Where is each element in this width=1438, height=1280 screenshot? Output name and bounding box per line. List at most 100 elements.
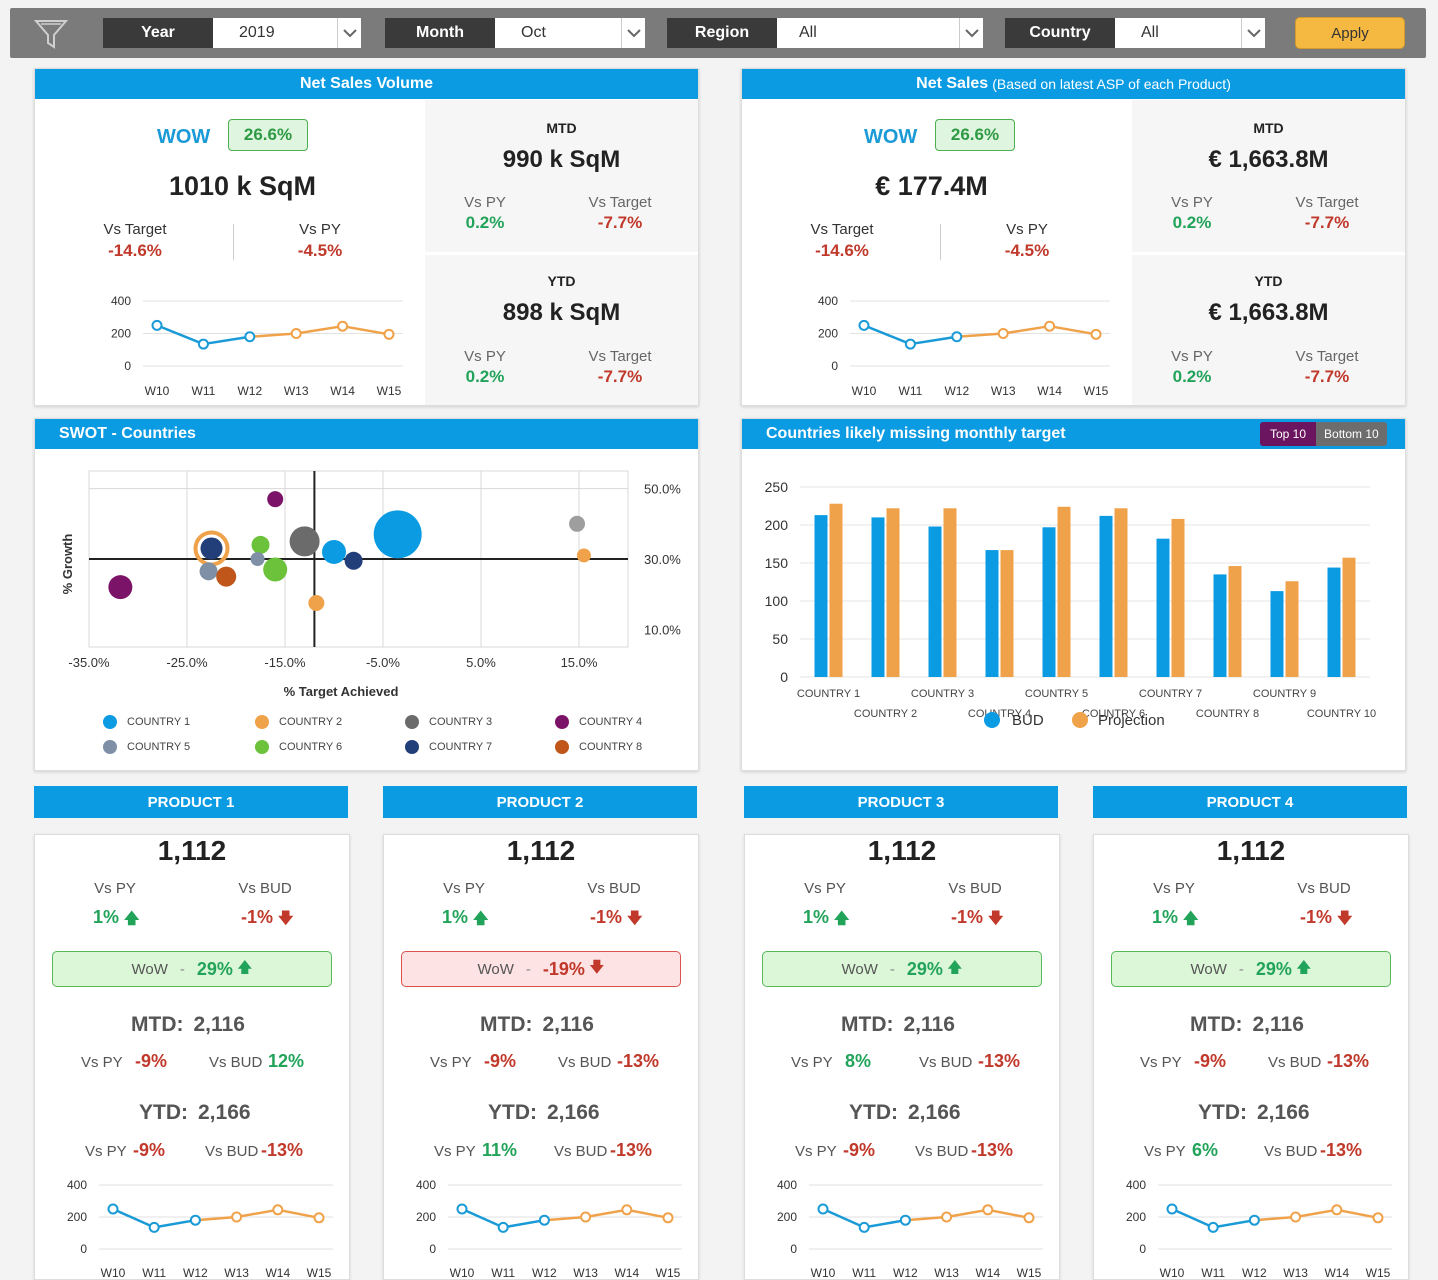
legend-label-projection: Projection xyxy=(1098,712,1165,729)
country-select[interactable]: All xyxy=(1115,18,1265,48)
mtd-vs-py-label: Vs PY xyxy=(81,1054,123,1071)
legend-item: COUNTRY 2 xyxy=(255,715,342,729)
ytd-vs-bud-value: -13% xyxy=(1320,1140,1363,1160)
mtd-value: 2,116 xyxy=(903,1013,955,1036)
top-bottom-toggle: Top 10 Bottom 10 xyxy=(1260,422,1387,446)
top-10-button[interactable]: Top 10 xyxy=(1260,422,1317,446)
x-tick-label: W12 xyxy=(237,384,262,397)
main-value: € 177.4M xyxy=(875,171,988,201)
mtd-vs-bud-value: -13% xyxy=(1327,1051,1370,1071)
y-tick-label: 0 xyxy=(124,359,131,373)
wow-label: WoW xyxy=(477,960,514,978)
filter-icon[interactable] xyxy=(34,18,68,50)
bubble xyxy=(108,575,133,600)
y-axis-title: % Growth xyxy=(60,534,75,595)
x-tick-label: 5.0% xyxy=(466,655,496,670)
bar-projection xyxy=(1285,581,1299,677)
trend-point xyxy=(1023,1212,1035,1224)
bottom-10-button[interactable]: Bottom 10 xyxy=(1316,422,1387,446)
bar-bud xyxy=(1156,538,1170,677)
bar-bud xyxy=(871,517,885,677)
chevron-down-icon[interactable] xyxy=(959,18,983,48)
y-tick-label: 0 xyxy=(429,1242,436,1256)
wow-label: WOW xyxy=(157,126,211,148)
apply-button[interactable]: Apply xyxy=(1295,17,1405,49)
y-tick-label: 0 xyxy=(790,1242,797,1256)
bar-bud xyxy=(928,526,942,677)
bar-bud xyxy=(814,515,828,677)
y-tick-label: 400 xyxy=(818,294,838,308)
trend-point xyxy=(244,331,256,343)
chevron-down-icon[interactable] xyxy=(337,18,361,48)
ytd-row: YTD: 2,166 xyxy=(849,1101,961,1125)
ytd-vs-py-label: Vs PY xyxy=(434,1143,476,1160)
legend-label: COUNTRY 5 xyxy=(127,741,191,753)
trend-point xyxy=(1331,1204,1343,1216)
month-select[interactable]: Oct xyxy=(495,18,645,48)
vs-py-value: 1% 🡅 xyxy=(442,907,488,933)
trend-segment xyxy=(585,1208,628,1219)
chevron-down-icon[interactable] xyxy=(621,18,645,48)
mtd-label: MTD: xyxy=(131,1013,184,1036)
trend-point xyxy=(148,1221,160,1233)
trend-point xyxy=(662,1212,674,1224)
swot-scatter-chart: -35.0% -25.0% -15.0% -5.0% 5.0% 15.0% 50.0% 30.… xyxy=(60,470,681,699)
legend-swatch xyxy=(555,740,569,754)
y-tick-label: 400 xyxy=(67,1178,87,1192)
trend-segment xyxy=(946,1208,989,1219)
legend-label: COUNTRY 6 xyxy=(279,741,343,753)
legend-label: COUNTRY 4 xyxy=(579,716,643,728)
chevron-down-icon[interactable] xyxy=(1241,18,1265,48)
mtd-vs-bud-value: 12% xyxy=(268,1051,305,1071)
product-title: PRODUCT 4 xyxy=(1093,786,1407,818)
legend-swatch xyxy=(103,740,117,754)
x-tick-label: W12 xyxy=(183,1266,208,1279)
wow-bar: WoW - 29% 🡅 xyxy=(1111,951,1391,987)
mtd-vs-py-value: 8% xyxy=(845,1051,872,1071)
month-label: Month xyxy=(385,18,495,48)
ytd-vs-py-label: Vs PY xyxy=(464,348,506,365)
year-select[interactable]: 2019 xyxy=(213,18,361,48)
net-sales-volume-panel: Net Sales Volume WOW 26.6% 1010 k SqM Vs… xyxy=(34,68,699,406)
wow-value: 29% xyxy=(1255,958,1292,979)
trend-point xyxy=(231,1211,243,1223)
legend-swatch xyxy=(555,715,569,729)
trend-point xyxy=(290,328,302,339)
legend-swatch xyxy=(405,740,419,754)
trend-segment xyxy=(910,335,957,346)
vs-py-label: Vs PY xyxy=(804,880,846,897)
x-tick-label: -5.0% xyxy=(366,655,400,670)
trend-point xyxy=(858,1221,870,1233)
product-trend-chart: 400 200 0 W10 W11 W12 W13 W14 W15 xyxy=(416,1178,682,1279)
ytd-vs-py-value: 0.2% xyxy=(1172,367,1212,386)
y-tick-label: 10.0% xyxy=(644,622,681,637)
trend-point xyxy=(497,1221,509,1233)
trend-segment xyxy=(112,1207,155,1229)
mtd-label: MTD: xyxy=(841,1013,894,1036)
vs-py-text: 1% xyxy=(93,907,120,927)
bar-bud xyxy=(1270,591,1284,677)
trend-point xyxy=(982,1204,994,1216)
ytd-vs-bud-label: Vs BUD xyxy=(1264,1143,1318,1160)
x-tick-label: W11 xyxy=(491,1266,515,1279)
panel-subtitle: (Based on latest ASP of each Product) xyxy=(992,76,1231,92)
trend-segment xyxy=(153,1218,196,1229)
x-axis-title: % Target Achieved xyxy=(284,684,399,699)
mtd-vs-py-value: 0.2% xyxy=(465,213,505,232)
ytd-value: 898 k SqM xyxy=(502,299,621,326)
x-tick-label: W12 xyxy=(893,1266,918,1279)
ytd-vs-target-value: -7.7% xyxy=(597,367,643,386)
x-tick-label: W13 xyxy=(224,1266,249,1279)
mtd-value: 2,116 xyxy=(542,1013,594,1036)
ytd-vs-py-label: Vs PY xyxy=(795,1143,837,1160)
trend-segment xyxy=(203,335,250,346)
trend-point xyxy=(904,338,916,350)
trend-segment xyxy=(502,1218,545,1229)
year-filter: Year 2019 xyxy=(103,18,361,48)
vs-py-text: 1% xyxy=(442,907,469,927)
region-select[interactable]: All xyxy=(777,18,983,48)
y-tick-label: 400 xyxy=(1126,1178,1146,1192)
x-tick-label: W14 xyxy=(614,1266,639,1279)
vs-bud-label: Vs BUD xyxy=(587,880,641,897)
bar-bud xyxy=(1099,515,1113,677)
